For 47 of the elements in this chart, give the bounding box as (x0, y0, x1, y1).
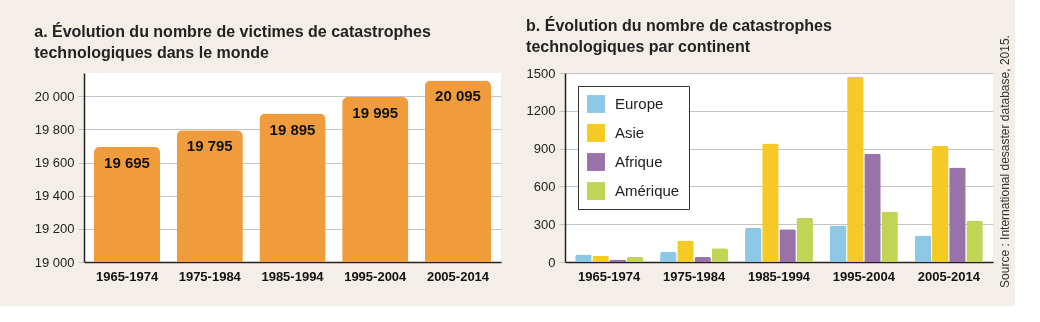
y-tick-label: 900 (533, 141, 556, 157)
x-tick-label: 1965-1974 (578, 268, 642, 284)
legend-label: Europe (615, 95, 664, 112)
bar (829, 225, 847, 262)
y-tick-label: 19 800 (34, 121, 75, 137)
bar (932, 146, 949, 262)
x-tick-label: 1975-1984 (662, 268, 726, 284)
y-tick-label: 0 (548, 254, 556, 270)
data-label: 19 695 (104, 153, 150, 171)
y-tick-label: 1500 (526, 65, 556, 81)
x-tick-label: 1975-1984 (178, 268, 242, 284)
y-tick-label: 1200 (526, 103, 556, 119)
chart-title: b. Évolution du nombre de catastrophes technologiques par continent (526, 16, 832, 55)
data-label: 19 795 (186, 137, 233, 155)
x-tick-label: 1995-2004 (832, 268, 896, 284)
bar (711, 248, 729, 262)
legend-label: Afrique (615, 153, 663, 170)
legend-label: Asie (615, 124, 645, 141)
data-label: 19 995 (352, 104, 399, 122)
data-label: 20 095 (435, 87, 481, 105)
bar (626, 256, 644, 262)
x-tick-label: 2005-2014 (426, 268, 490, 284)
legend-label: Amérique (615, 182, 680, 199)
bar (745, 227, 762, 262)
bar (881, 211, 898, 262)
x-tick-label: 1965-1974 (95, 268, 159, 284)
bar (966, 220, 983, 262)
y-tick-label: 20 000 (34, 88, 75, 104)
y-tick-label: 600 (533, 178, 556, 194)
bar (914, 235, 932, 262)
bar (864, 153, 881, 262)
x-tick-label: 1985-1994 (261, 268, 325, 284)
x-tick-label: 2005-2014 (917, 268, 981, 284)
y-tick-label: 19 000 (34, 254, 75, 270)
bar (796, 217, 813, 262)
y-tick-label: 19 400 (34, 188, 75, 204)
bar (847, 76, 864, 262)
y-tick-label: 19 200 (34, 221, 75, 237)
x-tick-label: 1995-2004 (344, 268, 408, 284)
y-tick-label: 300 (533, 216, 556, 232)
data-label: 19 895 (269, 120, 316, 138)
chart-title: a. Évolution du nombre de victimes de catastrophes technologiques dans le monde (34, 22, 431, 61)
x-tick-label: 1985-1994 (747, 268, 811, 284)
source-note: Source : International desaster database, 2015. (998, 35, 1012, 288)
bar (949, 167, 966, 262)
y-tick-label: 19 600 (34, 155, 75, 171)
bar (762, 143, 779, 262)
